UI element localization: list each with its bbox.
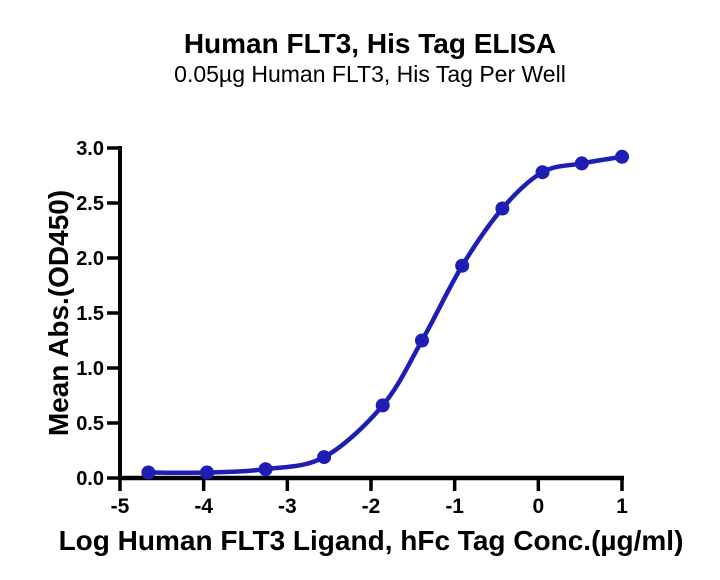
y-tick-label: 2.0 (76, 248, 104, 270)
y-tick-label: 1.0 (76, 358, 104, 380)
x-tick-label: -1 (445, 495, 464, 518)
data-point-marker (574, 156, 589, 171)
data-point-marker (200, 465, 214, 480)
chart-subtitle: 0.05µg Human FLT3, His Tag Per Well (174, 61, 566, 87)
x-tick-label: -5 (111, 495, 130, 518)
data-point-marker (455, 258, 470, 273)
data-point-marker (615, 149, 629, 164)
data-point-marker (415, 333, 429, 348)
y-tick-label: 1.5 (76, 303, 104, 325)
y-tick-label: 3.0 (76, 138, 104, 160)
x-axis-label: Log Human FLT3 Ligand, hFc Tag Conc.(µg/… (59, 525, 684, 556)
x-tick-label: -4 (194, 495, 213, 518)
chart-title: Human FLT3, His Tag ELISA (184, 28, 556, 59)
axes (118, 146, 624, 481)
data-point-marker (535, 165, 550, 180)
x-tick-label: -2 (362, 495, 381, 518)
x-tick-label: 1 (616, 495, 628, 518)
data-point-marker (317, 450, 332, 465)
x-tick-label: -3 (278, 495, 297, 518)
dose-response-curve (146, 154, 625, 476)
fitted-curve-path (146, 154, 625, 476)
data-point-marker (495, 201, 510, 216)
y-axis-label: Mean Abs.(OD450) (43, 190, 74, 436)
data-point-marker (141, 465, 156, 480)
data-point-marker (375, 398, 390, 413)
y-tick-label: 2.5 (76, 193, 104, 215)
y-tick-label: 0.0 (76, 468, 104, 490)
data-points (141, 149, 629, 480)
data-point-marker (258, 462, 273, 477)
y-tick-label: 0.5 (76, 413, 104, 435)
x-tick-label: 0 (532, 495, 544, 518)
axis-ticks: -5 -4 -3 -2 -1 0 1 0.0 0.5 1.0 1.5 2.0 2.5 3.0 (76, 138, 628, 518)
